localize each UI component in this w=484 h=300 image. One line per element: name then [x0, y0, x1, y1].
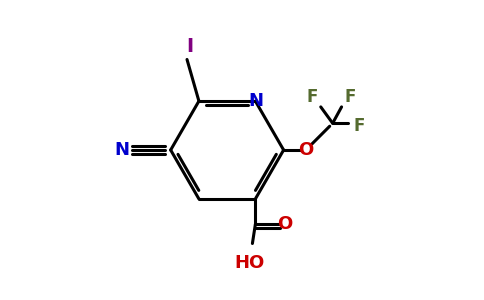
Text: F: F	[354, 117, 365, 135]
Text: F: F	[306, 88, 318, 106]
Text: N: N	[114, 141, 129, 159]
Text: N: N	[248, 92, 263, 110]
Text: O: O	[298, 141, 314, 159]
Text: F: F	[345, 88, 356, 106]
Text: O: O	[277, 215, 293, 233]
Text: I: I	[186, 37, 194, 56]
Text: HO: HO	[234, 254, 265, 272]
